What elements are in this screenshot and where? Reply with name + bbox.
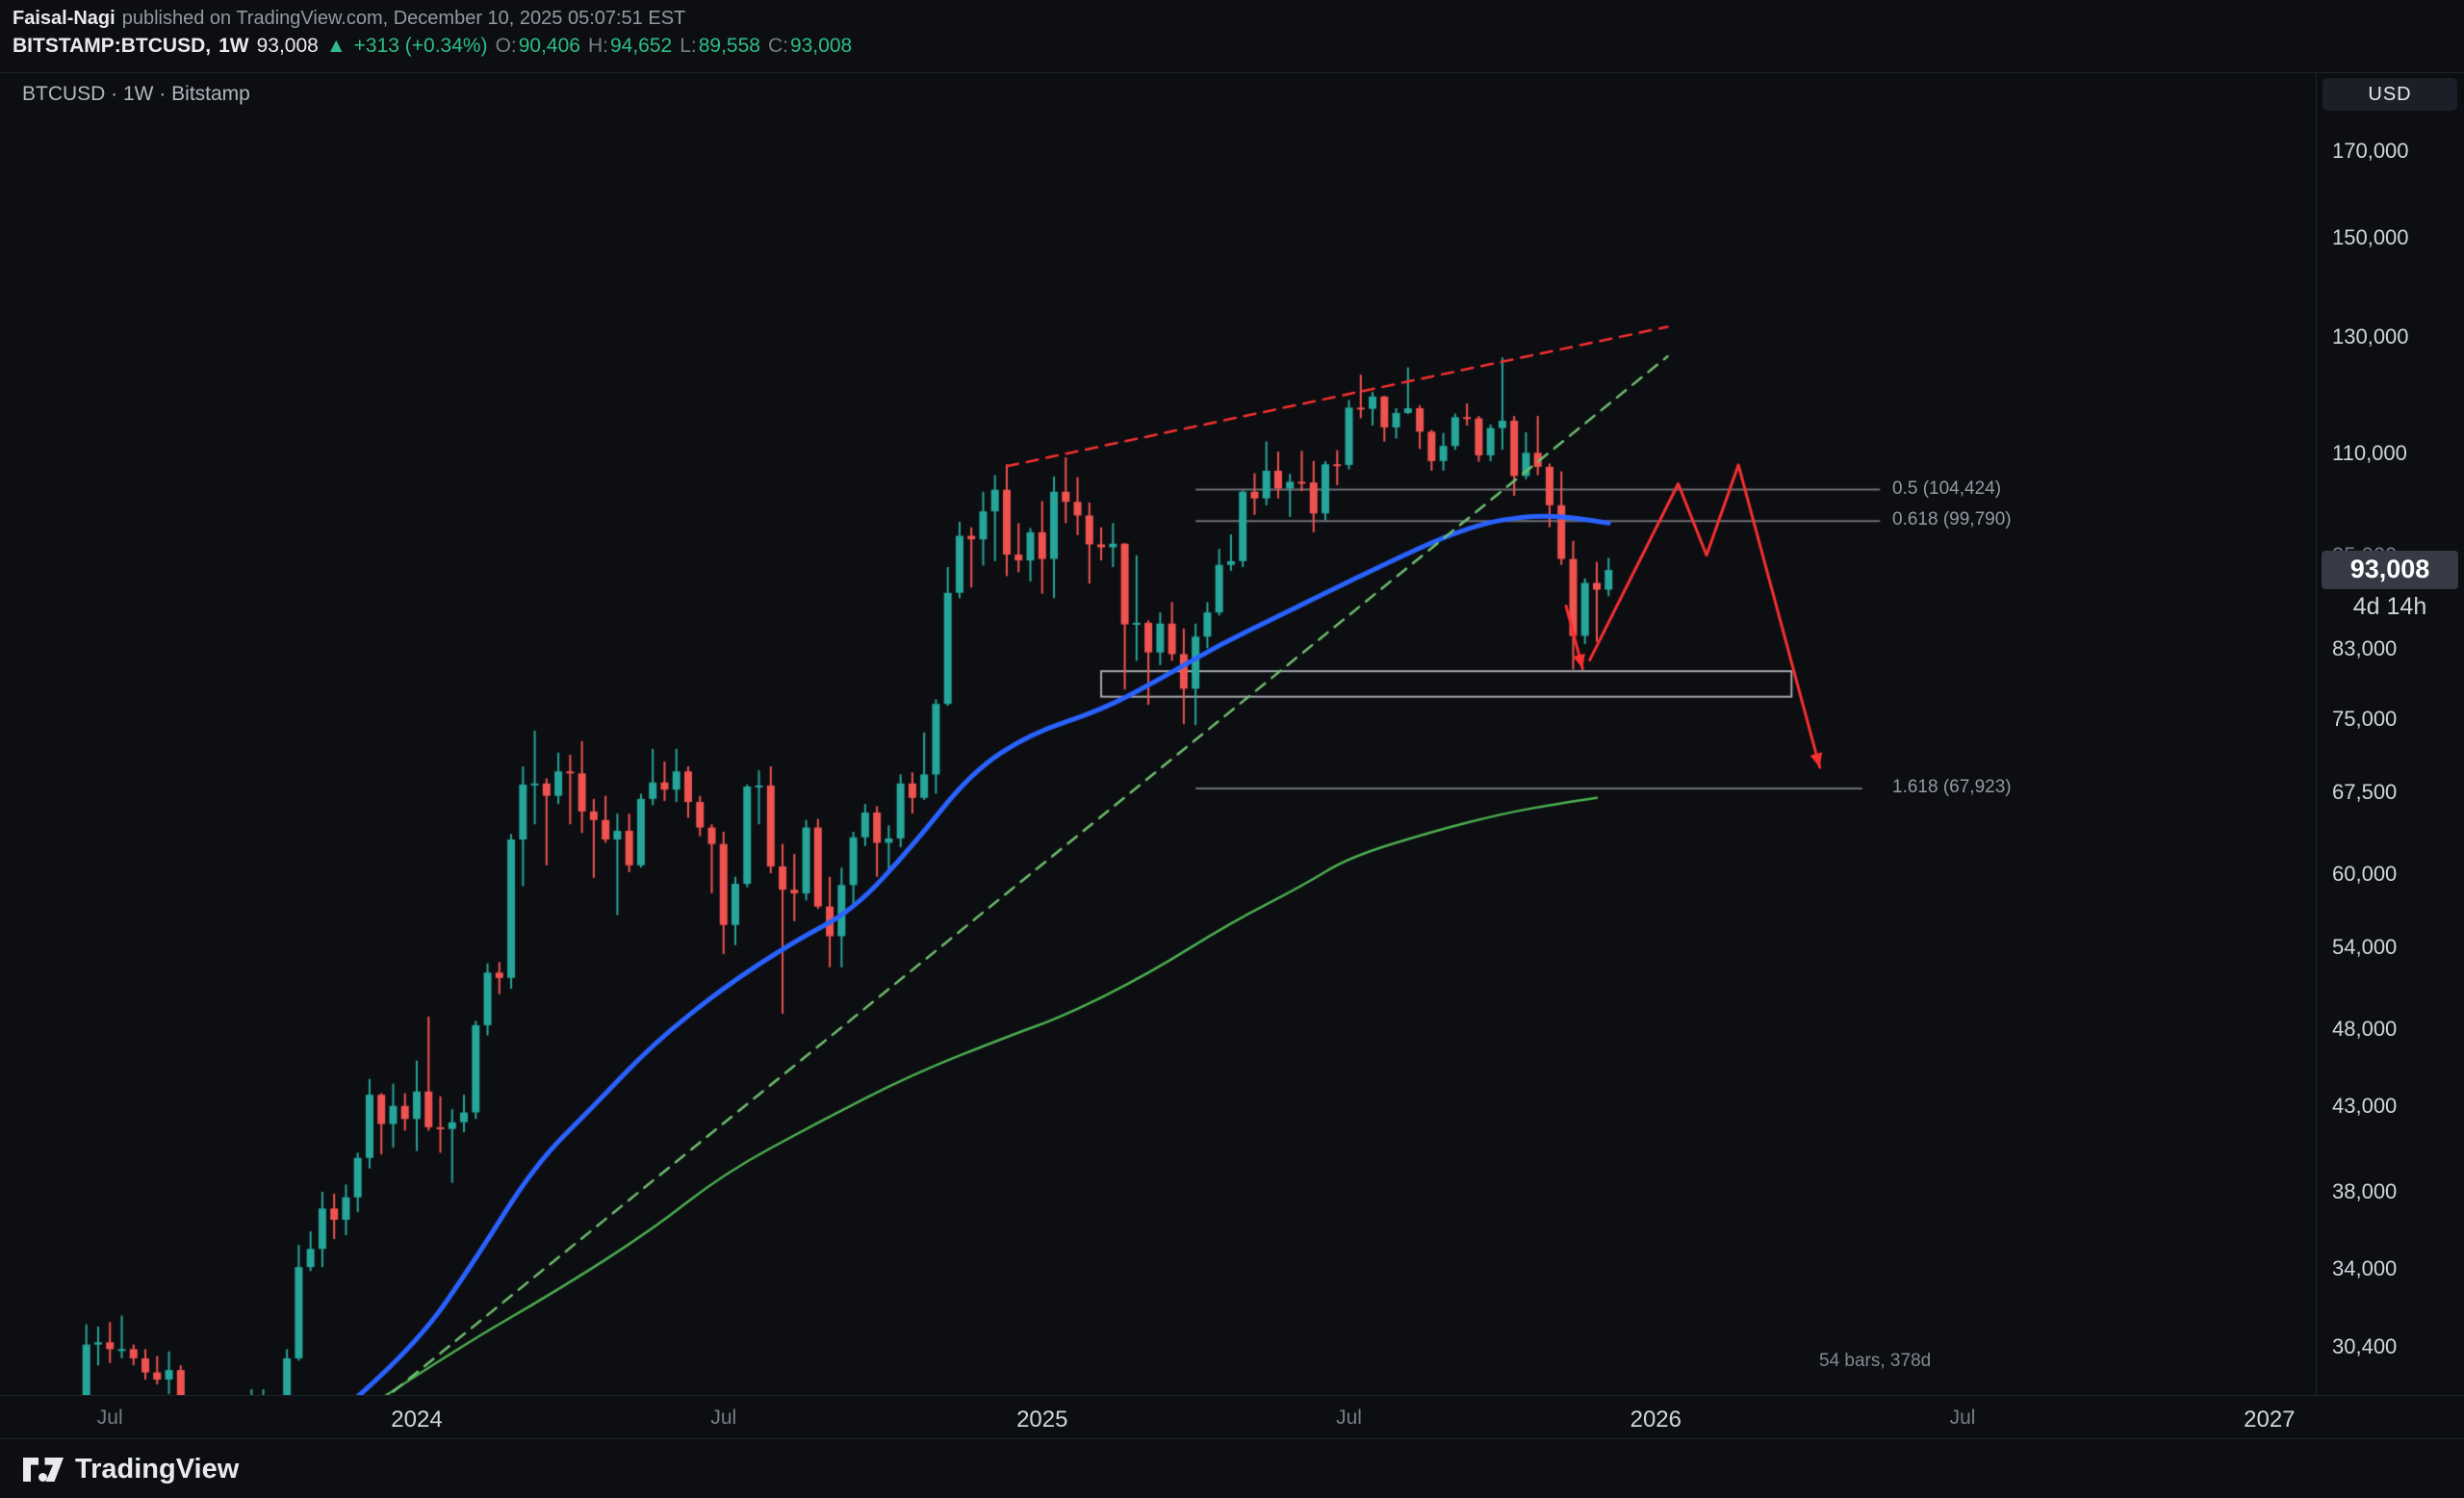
fib-level-label: 0.5 (104,424): [1892, 478, 2002, 499]
page-footer: TradingView: [0, 1438, 2464, 1498]
time-tick-label: Jul: [710, 1407, 737, 1429]
high-label: H:: [587, 35, 608, 57]
symbol-info-line: BITSTAMP:BTCUSD, 1W 93,008 ▲ +313 (+0.34%) O:…: [13, 35, 860, 58]
price-tick-label: 43,000: [2332, 1093, 2398, 1118]
price-tick-label: 34,000: [2332, 1256, 2398, 1281]
symbol-name: BITSTAMP:BTCUSD,: [13, 35, 212, 57]
chart-legend-title: BTCUSD · 1W · Bitstamp: [22, 83, 250, 105]
author-name: Faisal-Nagi: [13, 8, 116, 29]
price-tick-label: 150,000: [2332, 225, 2409, 250]
time-tick-label: Jul: [96, 1407, 123, 1429]
price-tick-label: 30,400: [2332, 1333, 2398, 1358]
price-tick-label: 38,000: [2332, 1178, 2398, 1203]
time-axis[interactable]: Jul 2024 Jul 2025 Jul 2026 Jul 2027: [0, 1395, 2464, 1440]
price-tick-label: 75,000: [2332, 707, 2398, 732]
symbol-interval: 1W: [218, 35, 249, 57]
currency-toggle-button[interactable]: USD: [2323, 78, 2457, 111]
time-tick-label: Jul: [1949, 1407, 1976, 1429]
price-tick-label: 83,000: [2332, 636, 2398, 661]
fib-level-label: 1.618 (67,923): [1892, 776, 2012, 797]
price-tick-label: 170,000: [2332, 138, 2409, 163]
fib-level-label: 0.618 (99,790): [1892, 509, 2012, 530]
tradingview-logo-link[interactable]: TradingView: [23, 1454, 239, 1485]
tradingview-logo-text: TradingView: [75, 1453, 240, 1485]
close-value: 93,008: [789, 35, 853, 57]
open-label: O:: [495, 35, 517, 57]
last-price-badge: 93,008 4d 14h: [2322, 551, 2458, 621]
price-tick-label: 54,000: [2332, 935, 2398, 960]
time-tick-label: 2027: [2244, 1407, 2296, 1433]
measure-label: 54 bars, 378d: [1819, 1351, 1932, 1371]
close-label: C:: [767, 35, 788, 57]
publish-info-line: Faisal-Nagi published on TradingView.com,…: [13, 8, 685, 30]
change-direction-icon: ▲: [325, 35, 346, 57]
chart-widget: BTCUSD · 1W · Bitstamp 0.5 (104,424) 0.61…: [0, 72, 2464, 1439]
bar-countdown: 4d 14h: [2352, 593, 2427, 621]
price-tick-label: 60,000: [2332, 862, 2398, 887]
price-axis[interactable]: USD 170,000 150,000 130,000 110,000 83,000 75…: [2316, 73, 2464, 1395]
tradingview-logo-icon: [23, 1457, 64, 1482]
price-tick-label: 67,500: [2332, 780, 2398, 805]
high-value: 94,652: [609, 35, 673, 57]
open-value: 90,406: [518, 35, 580, 57]
low-label: L:: [680, 35, 697, 57]
price-chart-canvas[interactable]: [0, 73, 2316, 1395]
price-change: +313 (+0.34%): [353, 35, 488, 57]
publish-meta: published on TradingView.com, December 1…: [121, 8, 686, 29]
price-tick-label: 110,000: [2332, 441, 2407, 465]
last-price: 93,008: [256, 35, 319, 57]
low-value: 89,558: [698, 35, 760, 57]
time-tick-label: 2024: [391, 1407, 443, 1433]
last-price-value: 93,008: [2322, 551, 2458, 590]
price-tick-label: 130,000: [2332, 324, 2409, 349]
time-tick-label: 2026: [1630, 1407, 1681, 1433]
price-tick-label: 48,000: [2332, 1017, 2398, 1042]
time-tick-label: 2025: [1016, 1407, 1068, 1433]
time-tick-label: Jul: [1336, 1407, 1362, 1429]
